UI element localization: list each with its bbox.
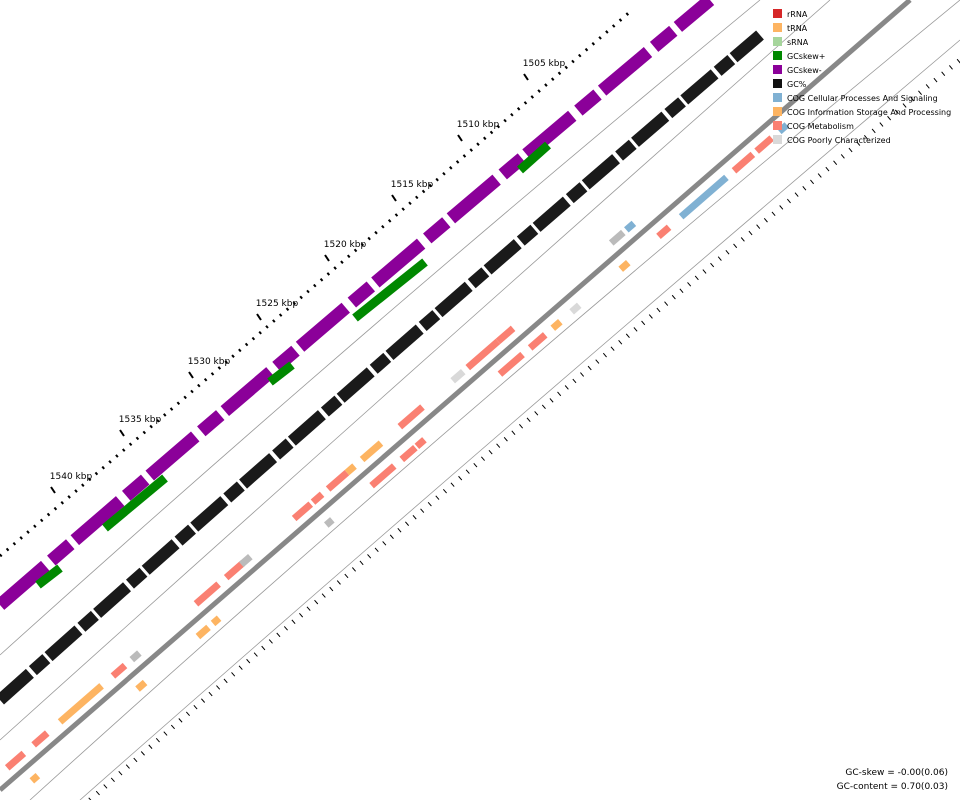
gene — [397, 404, 425, 430]
gene — [31, 730, 50, 748]
legend-label: GC% — [787, 80, 807, 89]
gc-skew-stat: GC-skew = -0.00(0.06) — [845, 768, 948, 778]
gc-skew-plus-seg — [267, 361, 295, 386]
genes — [4, 122, 790, 784]
ruler-major-tick — [324, 254, 330, 262]
gene — [291, 501, 314, 522]
gene — [497, 351, 525, 377]
ruler-label: 1540 kbp — [50, 472, 93, 482]
legend-label: COG Cellular Processes And Signaling — [787, 94, 938, 103]
gene — [495, 325, 516, 345]
ruler-label: 1535 kbp — [119, 415, 162, 425]
gene — [550, 319, 563, 331]
legend-label: GCskew+ — [787, 52, 825, 61]
gene — [399, 444, 418, 463]
legend-label: tRNA — [787, 24, 808, 33]
ruler-major-tick — [119, 429, 125, 437]
gc-skew-plus-seg — [102, 474, 168, 532]
gene — [776, 122, 790, 135]
legend-swatch — [773, 37, 782, 46]
legend-swatch — [773, 51, 782, 60]
ruler-major-tick — [391, 194, 397, 202]
gene — [323, 517, 335, 528]
gene — [29, 773, 41, 784]
legend-label: COG Metabolism — [787, 122, 854, 131]
gene-axis — [0, 0, 912, 792]
legend-swatch — [773, 23, 782, 32]
legend-label: sRNA — [787, 38, 809, 47]
gene — [195, 624, 211, 640]
legend-swatch — [773, 135, 782, 144]
legend-swatch — [773, 79, 782, 88]
gene — [678, 174, 729, 220]
gene — [57, 683, 104, 725]
ruler-label: 1520 kbp — [324, 240, 367, 250]
gene — [310, 491, 325, 505]
gc-skew-minus — [0, 0, 715, 610]
gene — [135, 679, 148, 692]
gene — [238, 553, 253, 568]
legend: rRNA tRNA sRNA GCskew+ GCskew- GC% COG Cellula… — [773, 9, 951, 145]
gene — [656, 224, 672, 240]
ruler-label: 1505 kbp — [523, 59, 566, 69]
gene — [731, 151, 756, 174]
ruler-label: 1510 kbp — [457, 120, 500, 130]
gene — [325, 469, 350, 492]
ruler-major-tick — [457, 134, 463, 142]
track-line — [29, 0, 960, 801]
legend-label: COG Information Storage And Processing — [787, 108, 951, 117]
ruler-dots — [0, 8, 633, 558]
ruler-major-tick — [50, 486, 56, 494]
ruler-major-tick — [188, 371, 194, 379]
gene — [210, 615, 222, 627]
gene — [110, 662, 128, 679]
legend-swatch — [773, 65, 782, 74]
gene — [608, 229, 626, 246]
ruler-label: 1515 kbp — [391, 180, 434, 190]
gc-percent — [0, 30, 764, 705]
gene — [465, 338, 501, 371]
legend-swatch — [773, 121, 782, 130]
gene — [414, 437, 427, 449]
legend-swatch — [773, 93, 782, 102]
gene — [193, 581, 221, 607]
gene — [527, 332, 548, 351]
ruler-major-tick — [523, 73, 529, 81]
gene — [569, 302, 582, 315]
legend-swatch — [773, 9, 782, 18]
gene — [359, 440, 384, 463]
track-line — [0, 0, 831, 741]
gene — [754, 135, 775, 154]
track-line — [79, 39, 960, 801]
gc-skew-plus — [35, 141, 551, 589]
gc-skew-plus-seg — [352, 258, 428, 322]
legend-label: COG Poorly Characterized — [787, 136, 891, 145]
gene — [450, 368, 466, 384]
gene — [624, 220, 637, 233]
legend-swatch — [773, 107, 782, 116]
gc-content-stat: GC-content = 0.70(0.03) — [837, 782, 948, 792]
gene — [369, 463, 397, 489]
gene — [344, 463, 357, 476]
gene — [4, 750, 27, 771]
gene — [618, 260, 631, 272]
track-line — [0, 0, 761, 656]
gene — [129, 650, 142, 663]
ruler-major-tick — [256, 313, 262, 321]
gc-skew-plus-seg — [517, 141, 551, 174]
legend-label: GCskew- — [787, 66, 822, 75]
gc-skew-plus-seg — [35, 564, 63, 589]
legend-label: rRNA — [787, 10, 808, 19]
gene — [223, 560, 246, 581]
ruler: 1505 kbp 1510 kbp 1515 kbp 1520 kbp 1525 kbp… — [50, 59, 566, 494]
ruler-label: 1530 kbp — [188, 357, 231, 367]
ruler-label: 1525 kbp — [256, 299, 299, 309]
